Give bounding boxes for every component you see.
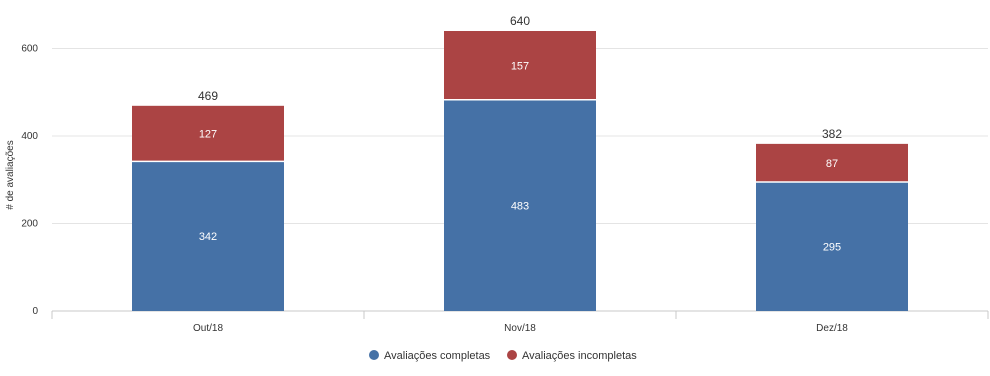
legend-label: Avaliações incompletas <box>522 350 637 362</box>
bar-segment-completas[interactable] <box>756 181 908 311</box>
bar-segment-incompletas[interactable] <box>756 143 908 182</box>
data-label: 127 <box>199 129 217 141</box>
bar-segment-incompletas[interactable] <box>444 31 596 100</box>
data-label: 342 <box>199 231 217 243</box>
x-tick-label: Out/18 <box>193 323 223 334</box>
data-label: 87 <box>826 158 838 170</box>
total-label: 640 <box>510 14 530 28</box>
bar-segment-incompletas[interactable] <box>132 105 284 162</box>
total-label: 469 <box>198 89 218 103</box>
data-label: 483 <box>511 200 529 212</box>
legend-item-incompletas[interactable]: Avaliações incompletas <box>507 350 637 362</box>
labels-layer: 342 127 469 483 157 640 295 87 382 <box>198 14 842 253</box>
x-tick-label: Nov/18 <box>504 323 536 334</box>
legend: Avaliações completas Avaliações incomplet… <box>369 350 637 362</box>
bar-segment-completas[interactable] <box>444 99 596 311</box>
y-tick-label: 200 <box>21 219 38 230</box>
bar-segment-completas[interactable] <box>132 161 284 311</box>
data-label: 157 <box>511 60 529 72</box>
y-tick-label: 400 <box>21 131 38 142</box>
y-tick-label: 0 <box>32 306 38 317</box>
legend-marker <box>369 350 379 360</box>
legend-item-completas[interactable]: Avaliações completas <box>369 350 491 362</box>
legend-label: Avaliações completas <box>384 350 491 362</box>
x-tick-label: Dez/18 <box>816 323 848 334</box>
legend-marker <box>507 350 517 360</box>
total-label: 382 <box>822 127 842 141</box>
bars-layer <box>132 31 908 311</box>
y-axis-title: # de avaliações <box>5 140 16 210</box>
y-tick-label: 600 <box>21 44 38 55</box>
data-label: 295 <box>823 241 841 253</box>
